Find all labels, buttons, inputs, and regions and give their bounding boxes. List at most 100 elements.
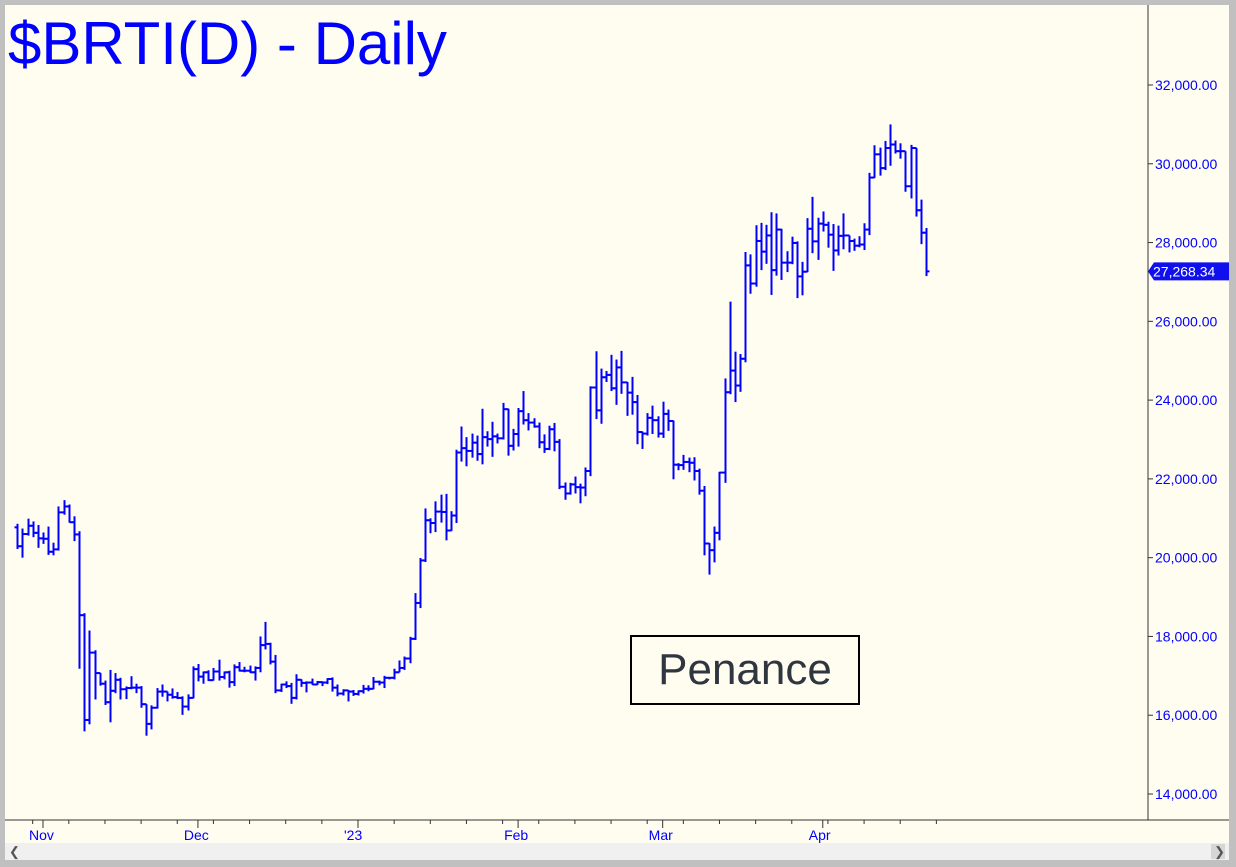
ohlc-bar	[148, 705, 155, 730]
ohlc-bar	[293, 674, 300, 700]
ohlc-bar	[644, 413, 651, 436]
ohlc-bar	[288, 682, 295, 704]
ohlc-bar	[902, 150, 909, 192]
ohlc-bar	[856, 236, 863, 248]
ohlc-bar	[618, 350, 625, 394]
ohlc-bar	[732, 351, 739, 403]
ohlc-bar	[536, 422, 543, 449]
ohlc-bar	[396, 660, 403, 674]
ohlc-bar	[370, 677, 377, 690]
ohlc-bar	[241, 666, 248, 673]
ohlc-bar	[840, 213, 847, 250]
ohlc-bar	[432, 501, 439, 533]
ohlc-bar	[453, 449, 460, 524]
ohlc-bar	[551, 422, 558, 452]
ohlc-bar	[412, 593, 419, 640]
ohlc-bar	[918, 199, 925, 245]
ohlc-bar	[510, 428, 517, 451]
ohlc-bar	[809, 196, 816, 254]
ohlc-bar	[908, 144, 915, 199]
y-tick-label: 28,000.00	[1155, 235, 1217, 251]
ohlc-bar	[71, 516, 78, 542]
ohlc-bar	[691, 457, 698, 481]
ohlc-bar	[525, 413, 532, 431]
ohlc-bar	[107, 669, 114, 723]
ohlc-bar	[438, 494, 445, 523]
ohlc-bar	[112, 673, 119, 694]
ohlc-bar	[86, 630, 93, 725]
x-tick-label: '23	[344, 827, 362, 843]
y-tick-label: 32,000.00	[1155, 77, 1217, 93]
ohlc-bar	[92, 650, 99, 700]
ohlc-bar	[81, 613, 88, 732]
ohlc-bar	[727, 301, 734, 395]
scrollbar-thumb[interactable]	[1211, 844, 1225, 859]
ohlc-bar	[45, 526, 52, 555]
ohlc-bar	[427, 518, 434, 534]
ohlc-bar	[515, 407, 522, 447]
annotation-box: Penance	[630, 635, 860, 705]
ohlc-bar	[556, 439, 563, 490]
chevron-left-icon[interactable]: ❮	[9, 844, 20, 859]
ohlc-bar	[680, 454, 687, 470]
y-tick-label: 26,000.00	[1155, 313, 1217, 329]
ohlc-bar	[262, 621, 269, 650]
ohlc-bar	[649, 405, 656, 434]
y-tick-label: 16,000.00	[1155, 707, 1217, 723]
ohlc-bar	[179, 696, 186, 715]
ohlc-bar	[742, 252, 749, 363]
ohlc-bar	[913, 147, 920, 217]
ohlc-bar	[474, 435, 481, 461]
ohlc-bar	[25, 518, 32, 536]
ohlc-bar	[417, 558, 424, 609]
ohlc-bar	[634, 394, 641, 445]
ohlc-bar	[272, 654, 279, 694]
ohlc-bar	[463, 437, 470, 467]
ohlc-bar	[923, 227, 930, 277]
ohlc-bar	[35, 524, 42, 548]
ohlc-bar	[489, 421, 496, 457]
ohlc-bar	[866, 172, 873, 236]
ohlc-bar	[747, 254, 754, 294]
x-tick-label: Mar	[649, 827, 673, 843]
ohlc-bar	[143, 703, 150, 736]
ohlc-bar	[716, 471, 723, 541]
ohlc-bar	[660, 401, 667, 438]
ohlc-bar	[14, 523, 21, 550]
ohlc-bar	[763, 224, 770, 264]
ohlc-bar	[686, 457, 693, 473]
ohlc-bar	[706, 542, 713, 575]
ohlc-bar	[722, 378, 729, 483]
ohlc-bar	[820, 211, 827, 232]
x-tick-label: Feb	[504, 827, 528, 843]
ohlc-bar	[505, 408, 512, 456]
ohlc-bar	[753, 225, 760, 287]
ohlc-bar	[778, 228, 785, 280]
ohlc-bar	[448, 511, 455, 532]
ohlc-bar	[608, 354, 615, 392]
ohlc-bar	[407, 636, 414, 664]
ohlc-bar	[804, 218, 811, 273]
ohlc-bar	[830, 224, 837, 271]
x-tick-label: Apr	[809, 827, 831, 843]
ohlc-bar	[799, 261, 806, 296]
ohlc-bar	[458, 426, 465, 462]
x-tick-label: Nov	[29, 827, 54, 843]
ohlc-bar	[190, 666, 197, 699]
ohlc-bar	[541, 434, 548, 453]
y-tick-label: 30,000.00	[1155, 156, 1217, 172]
chart-title: $BRTI(D) - Daily	[8, 10, 447, 77]
ohlc-bar	[670, 419, 677, 480]
ohlc-bar	[257, 636, 264, 673]
ohlc-bar	[443, 493, 450, 541]
ohlc-bar	[303, 681, 310, 693]
ohlc-bar	[882, 140, 889, 171]
horizontal-scrollbar[interactable]: ❮ ❯	[5, 843, 1229, 860]
ohlc-bar	[66, 504, 73, 524]
ohlc-bar	[494, 433, 501, 444]
chevron-right-icon[interactable]: ❯	[1214, 844, 1225, 859]
ohlc-bar	[768, 212, 775, 295]
ohlc-bar	[401, 656, 408, 670]
ohlc-bar	[76, 531, 83, 669]
ohlc-bar	[861, 223, 868, 251]
